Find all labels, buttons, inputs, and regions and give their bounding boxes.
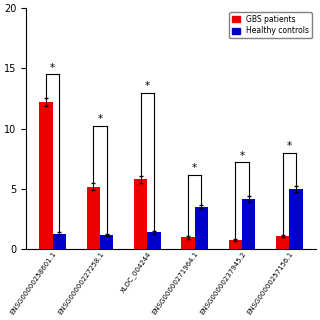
Bar <box>181 237 195 249</box>
Bar <box>100 235 113 249</box>
Text: *: * <box>287 141 292 151</box>
Legend: GBS patients, Healthy controls: GBS patients, Healthy controls <box>229 12 312 38</box>
Bar <box>39 102 53 249</box>
Bar <box>289 189 303 249</box>
Text: *: * <box>145 81 150 91</box>
Text: *: * <box>98 115 103 124</box>
Bar <box>195 207 208 249</box>
Bar <box>276 236 289 249</box>
Bar <box>148 232 161 249</box>
Bar <box>53 234 66 249</box>
Bar <box>229 240 242 249</box>
Bar <box>242 199 255 249</box>
Bar <box>87 187 100 249</box>
Bar <box>134 179 148 249</box>
Text: *: * <box>192 163 197 173</box>
Text: *: * <box>239 151 244 161</box>
Text: *: * <box>50 63 55 73</box>
